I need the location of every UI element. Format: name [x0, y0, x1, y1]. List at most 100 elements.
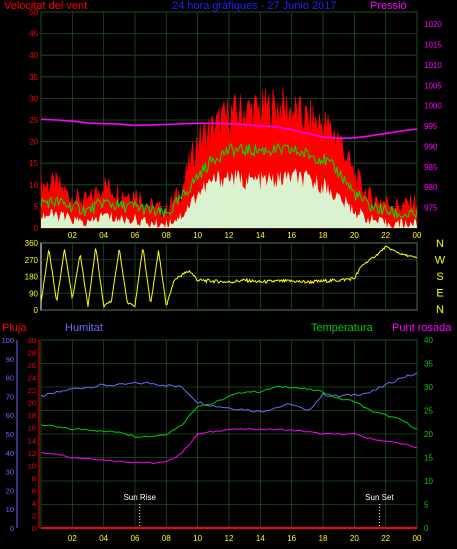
direction-tick-label: 90 — [29, 289, 38, 298]
sun-rise-label: Sun Rise — [123, 493, 156, 502]
rain-tick-label: 10 — [28, 461, 36, 470]
pressure-tick-label: 1015 — [424, 41, 442, 50]
climate-x-tick-label: 00 — [413, 534, 422, 543]
humidity-label: Humitat — [65, 322, 103, 334]
rain-tick-label: 14 — [28, 436, 36, 445]
wind-min-area — [41, 168, 417, 228]
temperature-tick-label: 30 — [424, 383, 433, 392]
climate-x-tick-label: 22 — [381, 534, 390, 543]
humidity-tick-label: 10 — [6, 505, 14, 514]
temperature-tick-label: 5 — [424, 501, 429, 510]
wind-speed-tick-label: 25 — [29, 116, 38, 125]
climate-x-tick-label: 02 — [68, 534, 77, 543]
pressure-tick-label: 1010 — [424, 61, 442, 70]
wind-x-tick-label: 02 — [68, 231, 77, 240]
wind-speed-tick-label: 30 — [29, 94, 38, 103]
climate-x-tick-label: 18 — [319, 534, 328, 543]
rain-tick-label: 12 — [28, 449, 36, 458]
wind-speed-tick-label: 20 — [29, 138, 38, 147]
chart-title: 24 hora gràfiques - 27 Junio 2017 — [172, 0, 337, 12]
rain-tick-label: 0 — [32, 524, 36, 533]
wind-speed-tick-label: 40 — [29, 51, 38, 60]
climate-x-tick-label: 20 — [350, 534, 359, 543]
climate-x-tick-label: 12 — [225, 534, 234, 543]
dewpoint-label: Punt rosada — [392, 322, 452, 334]
humidity-tick-label: 20 — [6, 486, 14, 495]
pressure-line — [40, 118, 418, 140]
compass-letter: N — [436, 238, 444, 250]
dewpoint-line — [40, 428, 418, 465]
climate-x-tick-label: 04 — [99, 534, 108, 543]
pressure-label: Pressió — [370, 0, 407, 12]
humidity-tick-label: 100 — [1, 336, 14, 345]
rain-tick-label: 30 — [28, 336, 36, 345]
wind-gust-area — [40, 87, 418, 229]
wind-x-tick-label: 22 — [381, 231, 390, 240]
wind-speed-tick-label: 10 — [29, 181, 38, 190]
rain-tick-label: 26 — [28, 361, 36, 370]
humidity-tick-label: 0 — [10, 524, 14, 533]
rain-tick-label: 24 — [28, 374, 36, 383]
pressure-tick-label: 1020 — [424, 20, 442, 29]
wind-x-tick-label: 10 — [193, 231, 202, 240]
wind-x-tick-label: 08 — [162, 231, 171, 240]
humidity-tick-label: 50 — [6, 430, 14, 439]
humidity-tick-label: 80 — [6, 374, 14, 383]
wind-avg-line — [40, 142, 418, 219]
pressure-tick-label: 985 — [424, 163, 438, 172]
direction-tick-label: 270 — [25, 256, 39, 265]
wind-speed-tick-label: 50 — [29, 8, 38, 17]
temperature-label: Temperatura — [311, 322, 374, 334]
compass-letter: N — [436, 304, 444, 316]
wind-panel: 0510152025303540455097598098599099510001… — [29, 8, 442, 240]
wind-speed-tick-label: 0 — [34, 224, 39, 233]
compass-letter: E — [436, 288, 443, 300]
climate-x-tick-label: 16 — [287, 534, 296, 543]
wind-speed-label: Velocitat del vent — [4, 0, 87, 12]
wind-x-tick-label: 20 — [350, 231, 359, 240]
wind-x-tick-label: 06 — [131, 231, 140, 240]
temperature-tick-label: 40 — [424, 336, 433, 345]
rain-label: Pluja — [2, 322, 27, 334]
humidity-tick-label: 40 — [6, 449, 14, 458]
temperature-tick-label: 10 — [424, 477, 433, 486]
climate-x-tick-label: 14 — [256, 534, 265, 543]
humidity-tick-label: 90 — [6, 355, 14, 364]
pressure-tick-label: 995 — [424, 122, 438, 131]
temperature-tick-label: 35 — [424, 360, 433, 369]
rain-tick-label: 6 — [32, 486, 36, 495]
humidity-line — [40, 372, 418, 413]
rain-tick-label: 18 — [28, 411, 36, 420]
pressure-tick-label: 975 — [424, 204, 438, 213]
climate-x-tick-label: 08 — [162, 534, 171, 543]
wind-x-tick-label: 18 — [319, 231, 328, 240]
rain-tick-label: 4 — [32, 499, 36, 508]
temperature-tick-label: 0 — [424, 524, 429, 533]
direction-tick-label: 0 — [34, 306, 39, 315]
humidity-tick-label: 60 — [6, 411, 14, 420]
climate-x-tick-label: 06 — [131, 534, 140, 543]
wind-speed-tick-label: 15 — [29, 159, 38, 168]
direction-tick-label: 180 — [25, 273, 39, 282]
wind-speed-tick-label: 5 — [34, 202, 39, 211]
temperature-tick-label: 20 — [424, 430, 433, 439]
wind-x-tick-label: 04 — [99, 231, 108, 240]
rain-tick-label: 2 — [32, 511, 36, 520]
wind-x-tick-label: 16 — [287, 231, 296, 240]
rain-tick-label: 16 — [28, 424, 36, 433]
temperature-line — [40, 385, 418, 438]
wind-direction-line — [40, 245, 418, 309]
rain-tick-label: 28 — [28, 349, 36, 358]
pressure-tick-label: 1005 — [424, 81, 442, 90]
humidity-tick-label: 70 — [6, 392, 14, 401]
rain-tick-label: 8 — [32, 474, 36, 483]
wind-x-tick-label: 14 — [256, 231, 265, 240]
sun-set-label: Sun Set — [365, 493, 394, 502]
rain-tick-label: 20 — [28, 399, 36, 408]
pressure-tick-label: 980 — [424, 183, 438, 192]
direction-tick-label: 360 — [25, 239, 39, 248]
wind-speed-tick-label: 35 — [29, 73, 38, 82]
compass-letter: W — [435, 255, 446, 267]
